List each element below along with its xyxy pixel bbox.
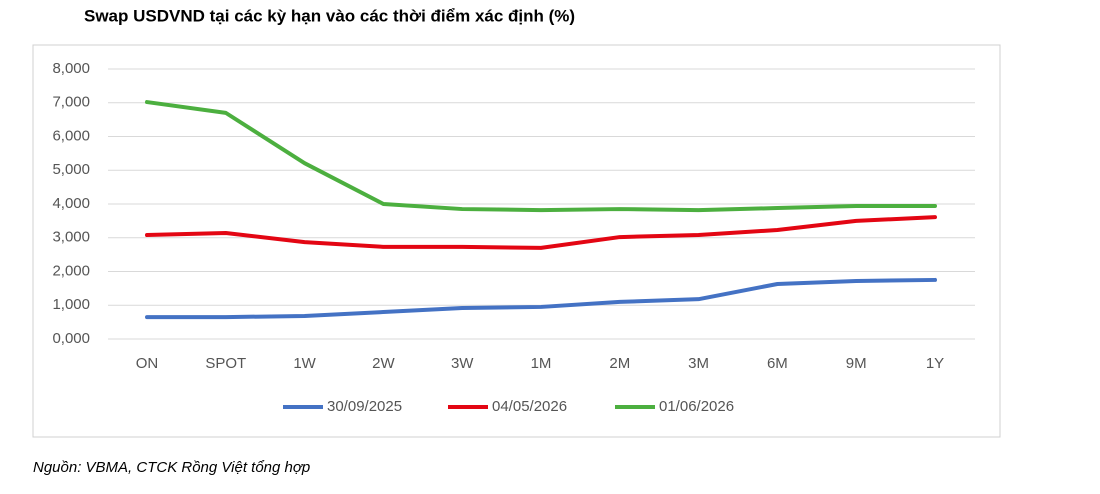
- y-tick-label: 1,000: [52, 296, 90, 313]
- y-tick-label: 2,000: [52, 262, 90, 279]
- series-line: [145, 277, 937, 320]
- x-tick-label: 3W: [451, 355, 474, 372]
- y-tick-label: 8,000: [52, 60, 90, 77]
- y-tick-label: 5,000: [52, 161, 90, 178]
- y-tick-label: 6,000: [52, 127, 90, 144]
- x-tick-label: 9M: [846, 355, 867, 372]
- x-tick-label: 3M: [688, 355, 709, 372]
- x-tick-label: 2W: [372, 355, 395, 372]
- x-tick-label: 1W: [293, 355, 316, 372]
- series-line: [145, 215, 937, 250]
- x-tick-label: 6M: [767, 355, 788, 372]
- series-line: [145, 100, 937, 213]
- legend-label: 04/05/2026: [492, 398, 567, 415]
- x-tick-label: SPOT: [205, 355, 246, 372]
- y-tick-label: 3,000: [52, 229, 90, 246]
- y-tick-label: 0,000: [52, 330, 90, 347]
- x-tick-label: ON: [136, 355, 159, 372]
- source-note: Nguồn: VBMA, CTCK Rồng Việt tổng hợp: [33, 459, 310, 476]
- legend-label: 30/09/2025: [327, 398, 402, 415]
- y-tick-label: 7,000: [52, 94, 90, 111]
- chart-title: Swap USDVND tại các kỳ hạn vào các thời …: [84, 6, 575, 25]
- legend-label: 01/06/2026: [659, 398, 734, 415]
- x-tick-label: 1M: [531, 355, 552, 372]
- chart-frame: [32, 44, 1001, 438]
- y-tick-label: 4,000: [52, 195, 90, 212]
- x-tick-label: 1Y: [926, 355, 944, 372]
- x-tick-label: 2M: [609, 355, 630, 372]
